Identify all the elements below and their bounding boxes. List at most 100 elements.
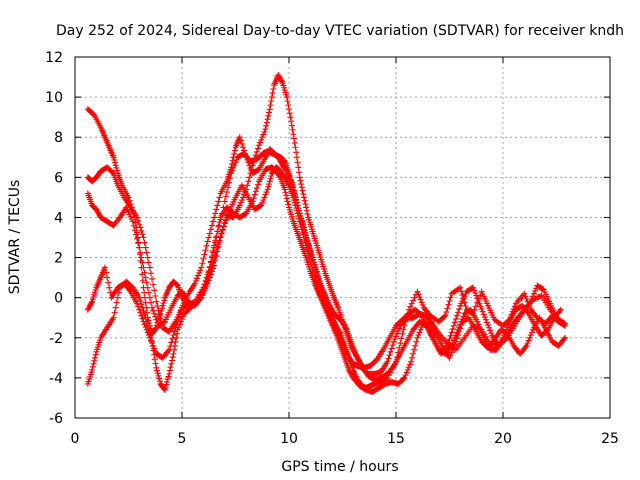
data-point xyxy=(86,304,93,311)
data-point xyxy=(474,295,481,302)
data-point xyxy=(142,314,149,321)
data-point xyxy=(246,174,253,181)
data-point xyxy=(458,288,465,295)
data-point xyxy=(415,332,422,339)
data-point xyxy=(142,274,149,281)
data-point xyxy=(348,344,355,351)
data-point xyxy=(265,112,272,119)
data-point xyxy=(174,326,181,333)
data-point xyxy=(384,358,391,365)
data-point xyxy=(149,275,156,282)
data-point xyxy=(300,234,307,241)
data-point xyxy=(303,245,310,252)
data-point xyxy=(142,299,149,306)
data-point xyxy=(400,326,407,333)
data-point xyxy=(252,152,259,159)
data-point xyxy=(205,273,212,280)
data-point xyxy=(239,194,246,201)
data-point xyxy=(267,102,274,109)
data-point xyxy=(106,284,113,291)
data-point xyxy=(223,189,230,196)
data-point xyxy=(237,137,244,144)
data-point xyxy=(250,158,257,165)
data-point xyxy=(286,110,293,117)
data-point xyxy=(173,334,180,341)
data-point xyxy=(206,230,213,237)
data-point xyxy=(112,162,119,169)
data-point xyxy=(285,181,292,188)
data-point xyxy=(452,338,459,345)
x-tick-label: 15 xyxy=(387,431,405,447)
data-point xyxy=(126,287,133,294)
data-point xyxy=(393,333,399,340)
data-point xyxy=(243,154,250,161)
data-point xyxy=(283,178,290,185)
data-point xyxy=(291,199,298,206)
data-point xyxy=(385,355,392,362)
data-point xyxy=(143,279,150,286)
data-point xyxy=(278,77,285,84)
data-point xyxy=(266,106,273,113)
data-point xyxy=(248,166,255,173)
data-point xyxy=(445,301,452,308)
data-point xyxy=(221,220,228,227)
data-point xyxy=(283,167,290,174)
data-point xyxy=(134,235,141,242)
data-point xyxy=(407,303,414,310)
data-point xyxy=(559,320,566,327)
data-point xyxy=(395,328,402,335)
data-point xyxy=(398,335,405,342)
data-point xyxy=(528,329,535,336)
data-point xyxy=(199,260,206,267)
data-point xyxy=(111,159,118,166)
data-point xyxy=(158,308,165,315)
data-point xyxy=(299,187,306,194)
data-point xyxy=(478,329,485,336)
data-point xyxy=(251,155,258,162)
data-point xyxy=(155,307,162,314)
data-point xyxy=(391,336,398,343)
y-tick-label: -6 xyxy=(49,411,63,427)
data-point xyxy=(295,215,302,222)
data-point xyxy=(160,319,167,326)
data-point xyxy=(216,194,223,201)
data-point xyxy=(300,194,307,201)
data-point xyxy=(258,136,265,143)
data-point xyxy=(299,229,306,236)
data-point xyxy=(92,351,99,358)
data-point xyxy=(153,364,160,371)
data-point xyxy=(302,201,309,208)
data-point xyxy=(245,178,252,185)
data-point xyxy=(228,164,235,171)
data-point xyxy=(244,182,251,189)
data-point xyxy=(139,315,146,322)
data-point xyxy=(284,179,291,186)
data-point xyxy=(94,209,101,216)
x-axis-label: GPS time / hours xyxy=(281,459,398,475)
data-point xyxy=(204,238,211,245)
data-point xyxy=(294,210,301,217)
data-point xyxy=(265,183,272,190)
data-point xyxy=(95,210,102,217)
data-point xyxy=(159,302,166,309)
data-point xyxy=(216,219,223,226)
data-point xyxy=(256,142,263,149)
data-point xyxy=(202,247,209,254)
data-point xyxy=(207,266,214,273)
data-point xyxy=(202,281,209,288)
data-point xyxy=(293,205,300,212)
data-point xyxy=(532,287,539,294)
data-point xyxy=(210,247,217,254)
data-point xyxy=(90,360,97,367)
data-point xyxy=(306,255,313,262)
data-point xyxy=(156,375,163,382)
data-point xyxy=(170,350,177,357)
data-point xyxy=(284,198,291,205)
data-point xyxy=(173,281,180,288)
data-point xyxy=(290,194,297,201)
data-point xyxy=(157,310,164,317)
data-point xyxy=(403,369,410,376)
x-tick-label: 5 xyxy=(178,431,187,447)
data-point xyxy=(171,342,178,349)
